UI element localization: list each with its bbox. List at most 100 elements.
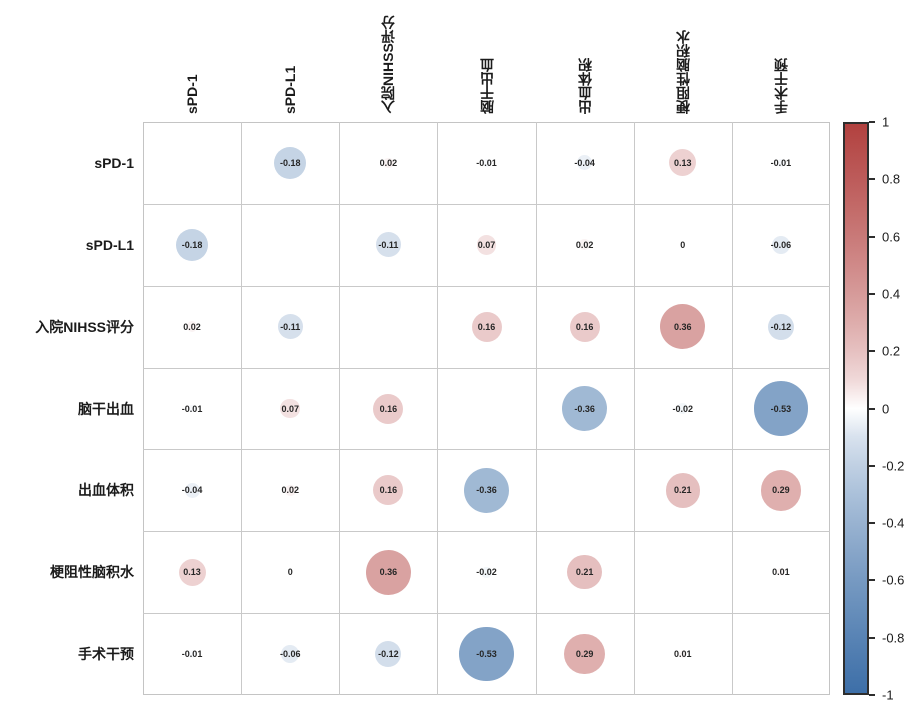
correlation-circle	[471, 311, 502, 342]
correlation-value: 0.16	[477, 321, 496, 332]
correlation-circle	[188, 650, 196, 658]
row-label: sPD-1	[94, 154, 134, 171]
correlation-value: 0.13	[183, 567, 201, 578]
colorbar-tick	[869, 407, 875, 410]
correlation-circle	[567, 555, 602, 590]
correlation-circle	[767, 313, 794, 340]
colorbar-tick	[869, 121, 875, 123]
row-label: 手术干预	[78, 646, 134, 663]
colorbar-tick	[869, 292, 875, 295]
correlation-value: -0.01	[770, 157, 792, 168]
grid-line	[339, 122, 341, 695]
correlation-circle	[277, 314, 303, 340]
colorbar-tick-label: 0.6	[882, 229, 901, 245]
correlation-value: 0.07	[281, 403, 299, 414]
grid-line	[143, 613, 830, 615]
correlation-circle	[186, 321, 198, 332]
correlation-circle	[184, 482, 200, 498]
correlation-circle	[188, 404, 196, 413]
correlation-circle	[669, 149, 697, 177]
correlation-value: 0.16	[379, 403, 398, 414]
row-label: 出血体积	[78, 482, 134, 499]
colorbar-tick-label: -1	[882, 687, 894, 703]
grid-line	[143, 531, 830, 533]
colorbar-tick-label: 0.2	[882, 343, 901, 359]
colorbar-tick	[869, 636, 875, 639]
colorbar-tick-label: 0	[882, 401, 890, 416]
grid-line	[535, 122, 537, 695]
correlation-circle	[280, 398, 301, 419]
colorbar-tick	[869, 350, 875, 353]
grid-line	[143, 449, 830, 451]
correlation-value: 0.29	[575, 649, 594, 660]
grid-line	[143, 203, 830, 205]
colorbar-tick-label: 0.8	[882, 171, 901, 187]
correlation-value: 0.16	[379, 485, 398, 496]
column-label: 手术干预	[772, 58, 789, 114]
correlation-value: 0.01	[674, 649, 692, 660]
colorbar-tick-label: -0.8	[882, 630, 905, 646]
correlation-value: 0.29	[772, 485, 790, 496]
correlation-value: 0.02	[575, 239, 594, 250]
correlation-value: -0.11	[280, 321, 301, 332]
correlation-circle	[760, 470, 802, 511]
correlation-circle	[365, 549, 411, 595]
correlation-circle	[281, 644, 300, 664]
correlation-circle	[665, 473, 700, 508]
colorbar-tick	[869, 579, 875, 582]
colorbar-tick	[869, 694, 875, 696]
grid-line	[241, 122, 243, 695]
correlation-value: -0.36	[574, 403, 595, 414]
colorbar-tick	[869, 178, 875, 181]
colorbar-tick	[869, 464, 875, 467]
correlation-circle	[771, 235, 791, 254]
colorbar-tick-label: -0.2	[882, 458, 905, 474]
correlation-value: 0.02	[183, 321, 201, 332]
correlation-circle	[677, 403, 689, 414]
correlation-circle	[274, 147, 307, 179]
correlation-circle	[569, 311, 600, 342]
correlation-circle	[564, 633, 605, 675]
grid-line	[143, 285, 830, 287]
grid-line	[633, 122, 635, 695]
correlation-circle	[284, 485, 296, 496]
correlation-value: -0.02	[476, 567, 497, 578]
correlation-circle	[753, 381, 809, 436]
correlation-value: -0.04	[574, 157, 595, 168]
correlation-circle	[176, 228, 208, 261]
correlation-circle	[459, 626, 514, 682]
row-label: 入院NIHSS评分	[35, 318, 134, 335]
column-label: 脑干出血	[478, 58, 495, 114]
correlation-circle	[777, 159, 785, 167]
colorbar-tick-label: -0.4	[882, 515, 905, 531]
row-label: 梗阻性脑积水	[50, 564, 134, 581]
correlation-circle	[679, 650, 687, 658]
correlation-value: 0.16	[575, 321, 594, 332]
correlation-circle	[178, 558, 206, 586]
correlation-value: -0.06	[279, 649, 301, 660]
correlation-value: 0.36	[674, 321, 692, 332]
correlation-circle	[476, 234, 497, 255]
correlation-circle	[562, 386, 608, 431]
correlation-value: 0.07	[477, 239, 496, 250]
correlation-value: -0.02	[672, 403, 694, 414]
column-label: sPD-L1	[282, 65, 299, 114]
column-label: 入院NIHSS评分	[380, 15, 397, 114]
correlation-value: 0.36	[379, 567, 398, 578]
correlation-value: -0.36	[476, 485, 497, 496]
correlation-value: 0.02	[281, 485, 299, 496]
correlation-value: 0	[287, 567, 293, 578]
correlation-value: 0.13	[674, 157, 692, 168]
correlation-value: 0.21	[575, 567, 594, 578]
row-label: sPD-L1	[85, 236, 134, 253]
correlation-circle	[660, 304, 706, 350]
correlation-circle	[383, 157, 394, 169]
correlation-circle	[777, 568, 785, 576]
correlation-circle	[579, 239, 590, 251]
correlation-circle	[482, 159, 491, 167]
correlation-value: 0.01	[772, 567, 790, 578]
correlation-value: -0.01	[476, 157, 497, 168]
colorbar-tick-label: 0.4	[882, 286, 901, 302]
colorbar-tick	[869, 235, 875, 238]
